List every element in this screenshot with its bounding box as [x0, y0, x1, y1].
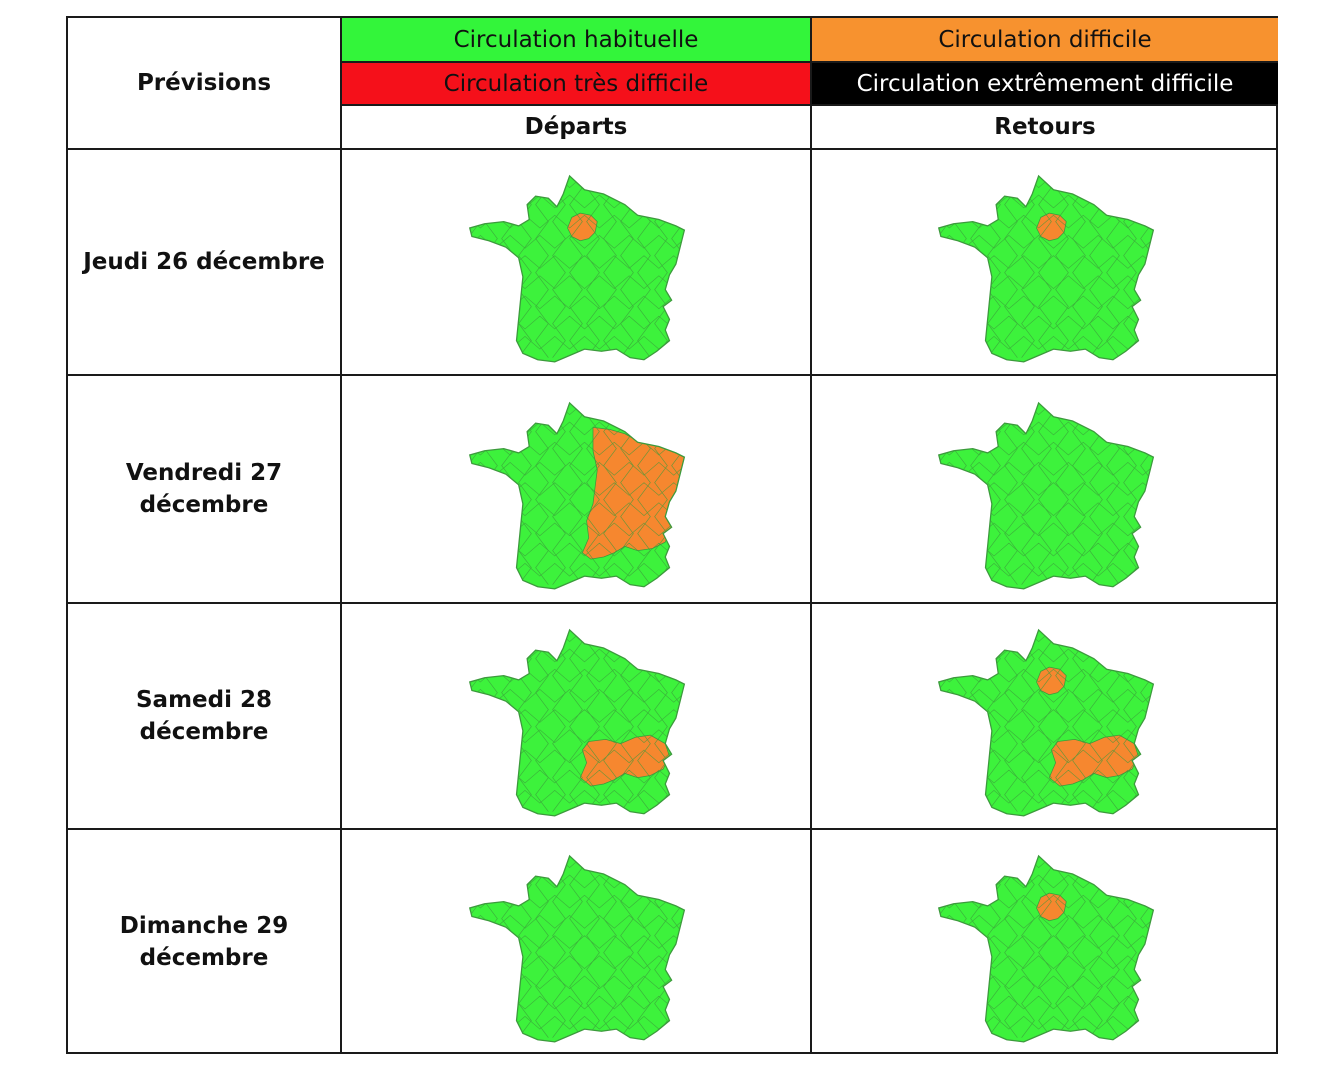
map-retours	[812, 604, 1278, 828]
corner-label: Prévisions	[136, 70, 272, 96]
legend-normal: Circulation habituelle	[342, 18, 810, 61]
grid-line	[810, 18, 812, 1052]
map-territory	[469, 175, 685, 362]
grid-line	[68, 828, 1276, 830]
map-retours	[812, 376, 1278, 602]
map-outline	[937, 854, 1155, 1043]
map-departs	[342, 830, 810, 1054]
map-departs	[342, 376, 810, 602]
france-map	[468, 854, 686, 1043]
map-retours	[812, 150, 1278, 374]
legend-difficult: Circulation difficile	[812, 18, 1278, 61]
map-territory	[938, 629, 1154, 816]
grid-line	[68, 374, 1276, 376]
day-label: Samedi 28 décembre	[135, 687, 272, 745]
map-outline	[468, 174, 686, 363]
grid-line	[340, 18, 342, 1052]
france-map	[937, 401, 1155, 590]
grid-line	[342, 104, 1276, 106]
map-territory	[469, 629, 685, 816]
france-map	[468, 628, 686, 817]
france-map	[468, 174, 686, 363]
day-label: Dimanche 29 décembre	[119, 913, 289, 971]
map-outline	[468, 854, 686, 1043]
map-departs	[342, 150, 810, 374]
map-departs	[342, 604, 810, 828]
france-map	[937, 854, 1155, 1043]
grid-line	[68, 148, 1276, 150]
map-outline	[937, 174, 1155, 363]
map-territory	[938, 855, 1154, 1042]
france-map	[937, 628, 1155, 817]
difficult-zone-east	[582, 427, 685, 560]
map-outline	[468, 628, 686, 817]
map-territory	[938, 175, 1154, 362]
map-outline	[937, 628, 1155, 817]
grid-line	[342, 61, 1276, 63]
map-territory	[469, 855, 685, 1042]
france-map	[937, 174, 1155, 363]
grid-line	[68, 602, 1276, 604]
day-label: Jeudi 26 décembre	[83, 249, 325, 275]
france-map	[468, 401, 686, 590]
map-outline	[937, 401, 1155, 590]
map-outline	[468, 401, 686, 590]
legend-very-difficult: Circulation très difficile	[342, 63, 810, 104]
column-header-retours: Retours	[994, 114, 1096, 140]
column-header-departs: Départs	[524, 114, 628, 140]
map-retours	[812, 830, 1278, 1054]
forecast-table: Prévisions Circulation habituelle Circul…	[66, 16, 1278, 1054]
legend-extremely-difficult: Circulation extrêmement difficile	[812, 63, 1278, 104]
day-label: Vendredi 27 décembre	[125, 460, 283, 518]
map-territory	[938, 402, 1154, 589]
